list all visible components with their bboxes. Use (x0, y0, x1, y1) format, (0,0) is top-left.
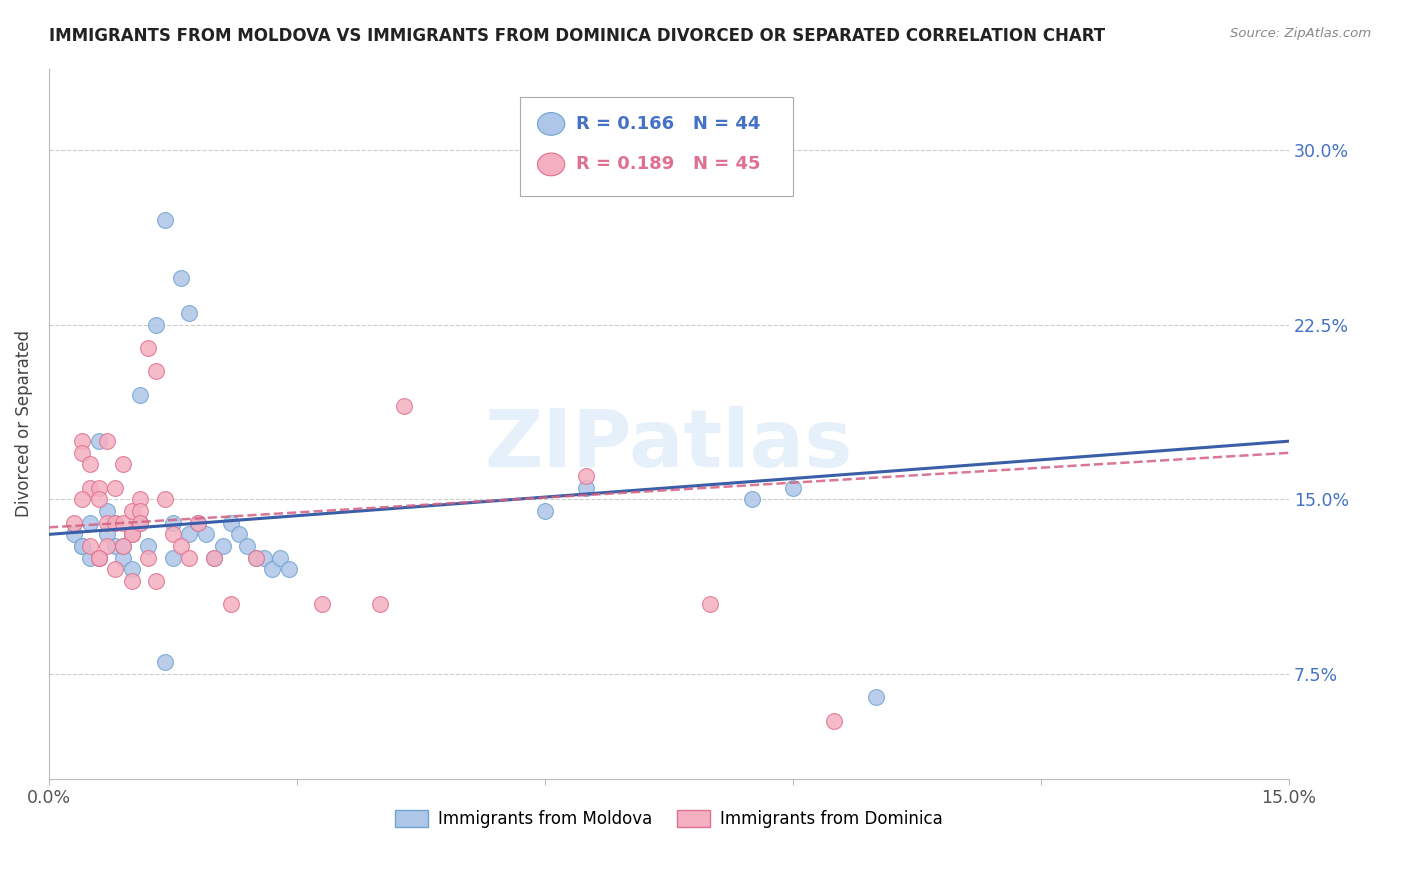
Point (262, 562, 284, 576)
Point (121, 504, 143, 518)
Text: Source: ZipAtlas.com: Source: ZipAtlas.com (1230, 27, 1371, 40)
Point (179, 527, 201, 541)
Point (104, 562, 127, 576)
Y-axis label: Divorced or Separated: Divorced or Separated (15, 330, 32, 517)
Point (219, 597, 242, 611)
Point (70, 492, 93, 507)
Point (121, 574, 143, 588)
Point (823, 714, 845, 728)
Point (616, 178, 638, 192)
Point (162, 550, 184, 565)
Point (187, 516, 209, 530)
Point (136, 341, 159, 355)
Text: IMMIGRANTS FROM MOLDOVA VS IMMIGRANTS FROM DOMINICA DIVORCED OR SEPARATED CORREL: IMMIGRANTS FROM MOLDOVA VS IMMIGRANTS FR… (49, 27, 1105, 45)
Point (782, 481, 804, 495)
Point (87, 492, 110, 507)
Point (228, 527, 250, 541)
Point (136, 539, 159, 553)
Point (269, 550, 291, 565)
Point (179, 306, 201, 320)
Point (62, 527, 84, 541)
Point (96, 504, 118, 518)
Point (128, 516, 150, 530)
Point (153, 213, 176, 227)
Point (104, 481, 127, 495)
Point (128, 492, 150, 507)
Point (153, 656, 176, 670)
Point (79, 550, 101, 565)
Point (79, 539, 101, 553)
Point (104, 516, 127, 530)
Point (219, 516, 242, 530)
Point (70, 434, 93, 449)
Text: R = 0.166   N = 44: R = 0.166 N = 44 (576, 115, 761, 133)
Point (62, 516, 84, 530)
Point (245, 550, 267, 565)
Point (170, 539, 193, 553)
Point (170, 271, 193, 285)
Point (534, 504, 557, 518)
Point (136, 550, 159, 565)
Point (79, 516, 101, 530)
Point (87, 434, 110, 449)
Point (121, 562, 143, 576)
Point (112, 516, 135, 530)
Point (112, 539, 135, 553)
Point (236, 539, 259, 553)
Point (202, 550, 225, 565)
Point (96, 516, 118, 530)
FancyBboxPatch shape (520, 97, 793, 196)
Point (145, 318, 167, 332)
Point (104, 516, 127, 530)
Point (70, 539, 93, 553)
Point (79, 481, 101, 495)
Point (96, 539, 118, 553)
Point (368, 597, 391, 611)
Point (121, 527, 143, 541)
Point (575, 469, 598, 483)
Ellipse shape (537, 153, 565, 176)
Point (104, 539, 127, 553)
Point (699, 597, 721, 611)
Point (121, 527, 143, 541)
Point (575, 481, 598, 495)
Point (70, 539, 93, 553)
Point (79, 458, 101, 472)
Point (128, 387, 150, 401)
Point (277, 562, 299, 576)
Point (187, 516, 209, 530)
Point (96, 434, 118, 449)
Point (394, 399, 416, 413)
Point (202, 550, 225, 565)
Point (121, 527, 143, 541)
Point (87, 550, 110, 565)
Point (87, 481, 110, 495)
Point (112, 550, 135, 565)
Text: R = 0.189   N = 45: R = 0.189 N = 45 (576, 155, 761, 173)
Point (179, 550, 201, 565)
Point (865, 690, 887, 705)
Point (162, 527, 184, 541)
Point (311, 597, 333, 611)
Point (211, 539, 233, 553)
Point (96, 527, 118, 541)
Point (112, 458, 135, 472)
Point (153, 492, 176, 507)
Point (145, 574, 167, 588)
Legend: Immigrants from Moldova, Immigrants from Dominica: Immigrants from Moldova, Immigrants from… (388, 803, 950, 835)
Point (87, 550, 110, 565)
Ellipse shape (537, 112, 565, 136)
Point (128, 516, 150, 530)
Text: ZIPatlas: ZIPatlas (485, 406, 853, 484)
Point (195, 527, 218, 541)
Point (162, 516, 184, 530)
Point (741, 492, 763, 507)
Point (253, 550, 276, 565)
Point (128, 504, 150, 518)
Point (112, 539, 135, 553)
Point (245, 550, 267, 565)
Point (87, 550, 110, 565)
Point (145, 364, 167, 378)
Point (70, 446, 93, 460)
